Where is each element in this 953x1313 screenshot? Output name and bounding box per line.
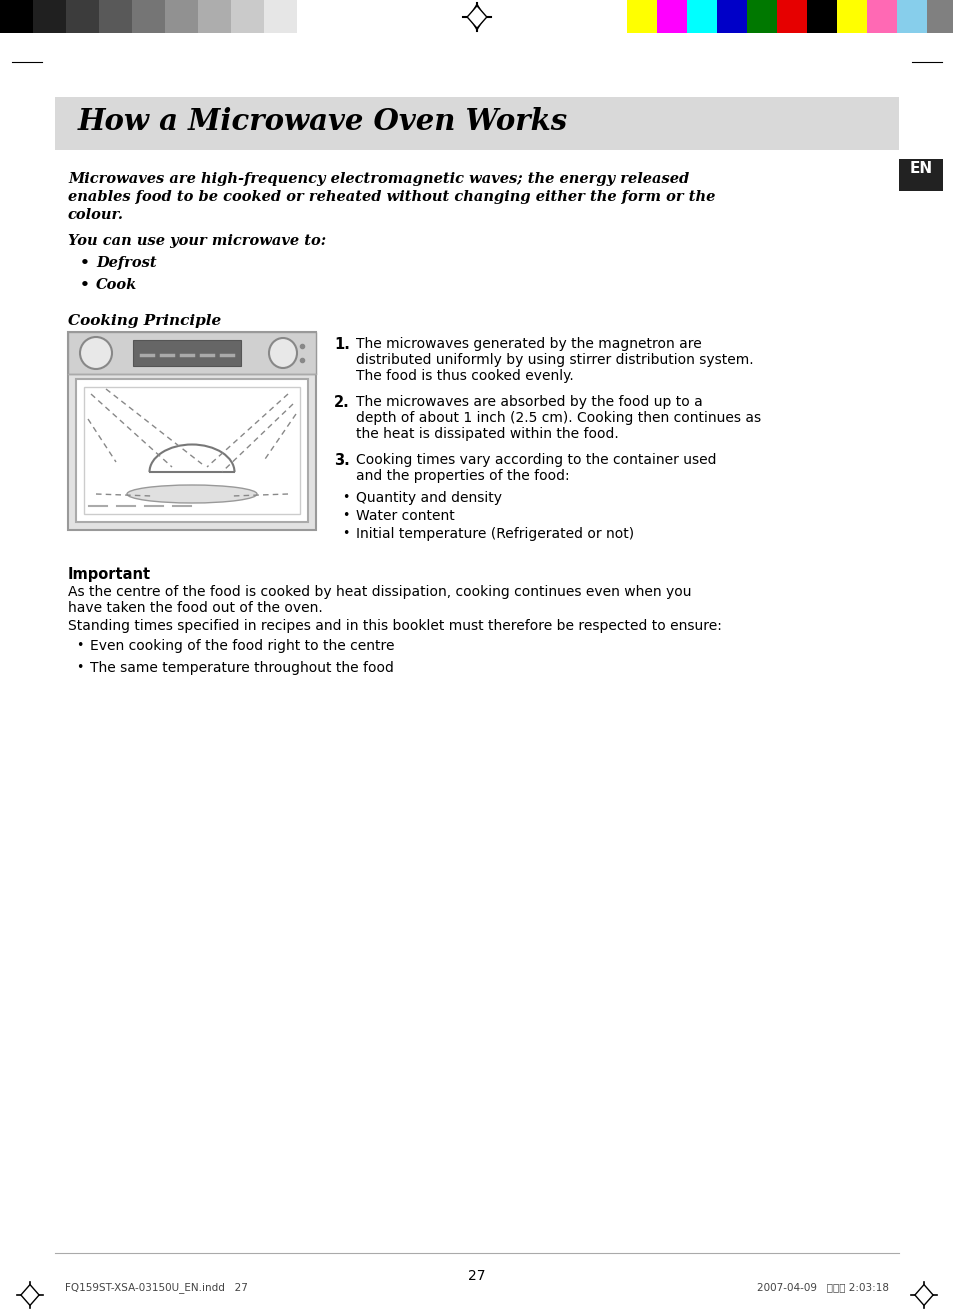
Bar [68, 332, 315, 530]
Text: •: • [80, 278, 90, 291]
Bar [686, 0, 717, 33]
Text: •: • [76, 639, 83, 653]
Bar [836, 0, 866, 33]
Ellipse shape [80, 337, 112, 369]
Bar [866, 0, 896, 33]
Text: 27: 27 [468, 1268, 485, 1283]
Bar [66, 0, 99, 33]
Bar [896, 0, 926, 33]
Text: 2007-04-09   소습이 2:03:18: 2007-04-09 소습이 2:03:18 [757, 1281, 888, 1292]
Text: colour.: colour. [68, 207, 124, 222]
Text: Quantity and density: Quantity and density [355, 491, 501, 506]
Bar [264, 0, 296, 33]
Text: Even cooking of the food right to the centre: Even cooking of the food right to the ce… [90, 639, 395, 653]
Bar [198, 0, 231, 33]
Polygon shape [21, 1284, 39, 1305]
Bar [296, 0, 330, 33]
Text: Standing times specified in recipes and in this booklet must therefore be respec: Standing times specified in recipes and … [68, 618, 721, 633]
Text: •: • [341, 527, 349, 540]
Bar [806, 0, 836, 33]
Bar [84, 387, 299, 513]
Text: The microwaves generated by the magnetron are
distributed uniformly by using sti: The microwaves generated by the magnetro… [355, 337, 753, 383]
Bar [68, 332, 315, 374]
Bar [165, 0, 198, 33]
Text: Cooking Principle: Cooking Principle [68, 314, 221, 328]
Text: How a Microwave Oven Works: How a Microwave Oven Works [78, 106, 568, 137]
Polygon shape [469, 4, 484, 29]
Bar [898, 159, 942, 190]
Bar [76, 379, 308, 523]
Bar [657, 0, 686, 33]
Text: The same temperature throughout the food: The same temperature throughout the food [90, 660, 394, 675]
Bar [0, 0, 33, 33]
Bar [926, 0, 953, 33]
Text: Important: Important [68, 567, 151, 582]
Text: 2.: 2. [334, 395, 350, 410]
Text: •: • [76, 660, 83, 674]
Bar [746, 0, 776, 33]
Text: Initial temperature (Refrigerated or not): Initial temperature (Refrigerated or not… [355, 527, 634, 541]
Text: The microwaves are absorbed by the food up to a
depth of about 1 inch (2.5 cm). : The microwaves are absorbed by the food … [355, 395, 760, 441]
Text: •: • [341, 509, 349, 523]
Text: enables food to be cooked or reheated without changing either the form or the: enables food to be cooked or reheated wi… [68, 190, 715, 204]
Ellipse shape [269, 337, 296, 368]
Text: EN: EN [908, 161, 932, 176]
Text: FQ159ST-XSA-03150U_EN.indd   27: FQ159ST-XSA-03150U_EN.indd 27 [65, 1281, 248, 1293]
Bar [776, 0, 806, 33]
Ellipse shape [127, 484, 256, 503]
Text: As the centre of the food is cooked by heat dissipation, cooking continues even : As the centre of the food is cooked by h… [68, 586, 691, 599]
Text: Water content: Water content [355, 509, 455, 523]
Text: •: • [80, 256, 90, 270]
Text: have taken the food out of the oven.: have taken the food out of the oven. [68, 601, 322, 614]
Polygon shape [914, 1284, 932, 1305]
Bar [717, 0, 746, 33]
Bar [132, 0, 165, 33]
Bar [132, 340, 241, 366]
Bar [99, 0, 132, 33]
Bar [626, 0, 657, 33]
Text: Defrost: Defrost [96, 256, 156, 270]
Polygon shape [467, 5, 486, 28]
Bar [33, 0, 66, 33]
Text: •: • [341, 491, 349, 504]
Bar [231, 0, 264, 33]
Text: Cooking times vary according to the container used
and the properties of the foo: Cooking times vary according to the cont… [355, 453, 716, 483]
Text: Microwaves are high-frequency electromagnetic waves; the energy released: Microwaves are high-frequency electromag… [68, 172, 688, 186]
Text: 1.: 1. [334, 337, 350, 352]
Bar [55, 97, 898, 150]
Text: Cook: Cook [96, 278, 137, 291]
Text: 3.: 3. [334, 453, 350, 467]
Text: You can use your microwave to:: You can use your microwave to: [68, 234, 326, 248]
